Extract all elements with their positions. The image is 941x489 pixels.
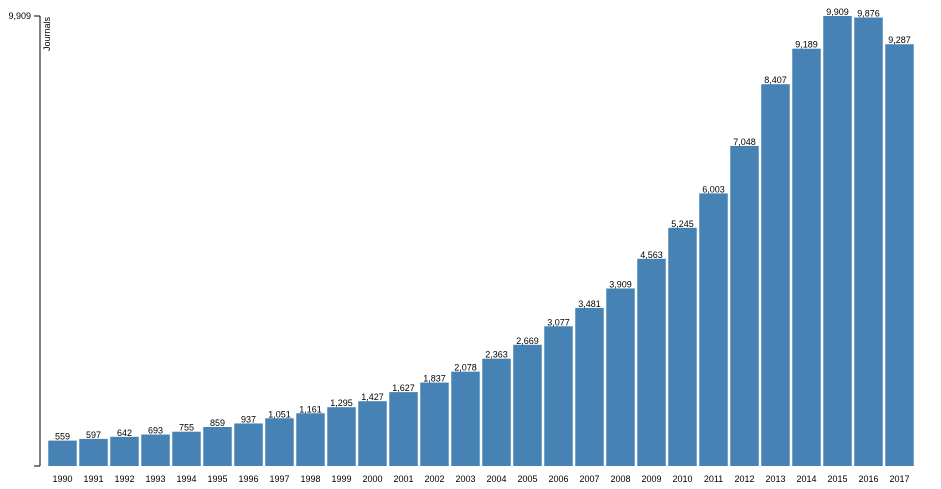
x-tick-label-2009: 2009 (641, 474, 661, 484)
value-label-1996: 937 (241, 414, 256, 424)
x-tick-label-2003: 2003 (455, 474, 475, 484)
value-label-2013: 8,407 (764, 75, 787, 85)
value-label-2011: 6,003 (702, 184, 725, 194)
x-tick-label-2016: 2016 (858, 474, 878, 484)
value-label-2002: 1,837 (423, 374, 446, 384)
x-tick-label-2006: 2006 (548, 474, 568, 484)
bar-2015 (823, 16, 852, 466)
value-label-1998: 1,161 (299, 404, 322, 414)
bar-2005 (513, 344, 542, 466)
bar-2003 (451, 371, 480, 466)
x-tick-label-1996: 1996 (238, 474, 258, 484)
value-label-2012: 7,048 (733, 137, 756, 147)
bar-2017 (885, 44, 914, 467)
value-label-2015: 9,909 (826, 7, 849, 17)
x-tick-label-2004: 2004 (486, 474, 506, 484)
x-tick-label-2015: 2015 (827, 474, 847, 484)
value-label-2000: 1,427 (361, 392, 384, 402)
bar-1992 (110, 436, 139, 466)
value-label-2007: 3,481 (578, 299, 601, 309)
x-tick-label-2000: 2000 (362, 474, 382, 484)
bar-2010 (668, 227, 697, 466)
x-tick-label-1993: 1993 (145, 474, 165, 484)
value-label-2008: 3,909 (609, 279, 632, 289)
x-tick-label-2013: 2013 (765, 474, 785, 484)
x-tick-label-1992: 1992 (114, 474, 134, 484)
bar-1995 (203, 426, 232, 466)
value-label-1993: 693 (148, 426, 163, 436)
bar-2004 (482, 358, 511, 466)
bars-group (48, 16, 914, 467)
value-label-2004: 2,363 (485, 350, 508, 360)
bar-1997 (265, 418, 294, 466)
x-tick-label-2008: 2008 (610, 474, 630, 484)
x-tick-label-1998: 1998 (300, 474, 320, 484)
bar-2016 (854, 17, 883, 467)
x-tick-label-1990: 1990 (52, 474, 72, 484)
bar-2013 (761, 84, 790, 466)
bar-2014 (792, 48, 821, 467)
bar-2009 (637, 258, 666, 466)
value-label-2001: 1,627 (392, 383, 415, 393)
x-tick-label-2002: 2002 (424, 474, 444, 484)
value-label-1992: 642 (117, 428, 132, 438)
value-label-2014: 9,189 (795, 40, 818, 50)
bar-2002 (420, 382, 449, 466)
bar-2007 (575, 307, 604, 466)
y-tick-label-max: 9,909 (8, 11, 31, 21)
bar-1996 (234, 423, 263, 466)
value-label-1994: 755 (179, 423, 194, 433)
value-label-2017: 9,287 (888, 35, 911, 45)
bar-2011 (699, 193, 728, 466)
bar-1990 (48, 440, 77, 466)
y-axis-label: Journals (42, 17, 52, 52)
value-labels-group: 559 597 642 693 755 859 937 1,051 1,161 1,295 1,42… (55, 7, 911, 442)
x-tick-label-1995: 1995 (207, 474, 227, 484)
bar-1991 (79, 438, 108, 466)
x-tick-label-2010: 2010 (672, 474, 692, 484)
bar-1994 (172, 431, 201, 466)
bar-1999 (327, 407, 356, 466)
x-tick-label-2014: 2014 (796, 474, 816, 484)
value-label-2006: 3,077 (547, 317, 570, 327)
bar-1998 (296, 413, 325, 466)
value-label-2003: 2,078 (454, 363, 477, 373)
x-tick-label-2007: 2007 (579, 474, 599, 484)
x-tick-label-1997: 1997 (269, 474, 289, 484)
bar-2001 (389, 392, 418, 466)
bar-2006 (544, 326, 573, 466)
bar-2000 (358, 401, 387, 466)
value-label-1990: 559 (55, 432, 70, 442)
x-tick-label-2012: 2012 (734, 474, 754, 484)
x-tick-label-1994: 1994 (176, 474, 196, 484)
value-label-1997: 1,051 (268, 409, 291, 419)
x-tick-label-2017: 2017 (889, 474, 909, 484)
x-axis: 1990 1991 1992 1993 1994 1995 1996 1997 1998 1999… (52, 474, 909, 484)
value-label-2010: 5,245 (671, 219, 694, 229)
x-tick-label-2011: 2011 (704, 474, 723, 484)
y-axis: 9,909 Journals (8, 11, 52, 467)
value-label-2016: 9,876 (857, 8, 880, 18)
x-tick-label-2001: 2001 (393, 474, 413, 484)
x-tick-label-1999: 1999 (331, 474, 351, 484)
x-tick-label-2005: 2005 (517, 474, 537, 484)
bar-2008 (606, 288, 635, 466)
value-label-1995: 859 (210, 418, 225, 428)
value-label-2005: 2,669 (516, 336, 539, 346)
bar-2012 (730, 145, 759, 466)
value-label-2009: 4,563 (640, 250, 663, 260)
bar-1993 (141, 434, 170, 466)
value-label-1991: 597 (86, 430, 101, 440)
value-label-1999: 1,295 (330, 398, 353, 408)
x-tick-label-1991: 1991 (83, 474, 103, 484)
